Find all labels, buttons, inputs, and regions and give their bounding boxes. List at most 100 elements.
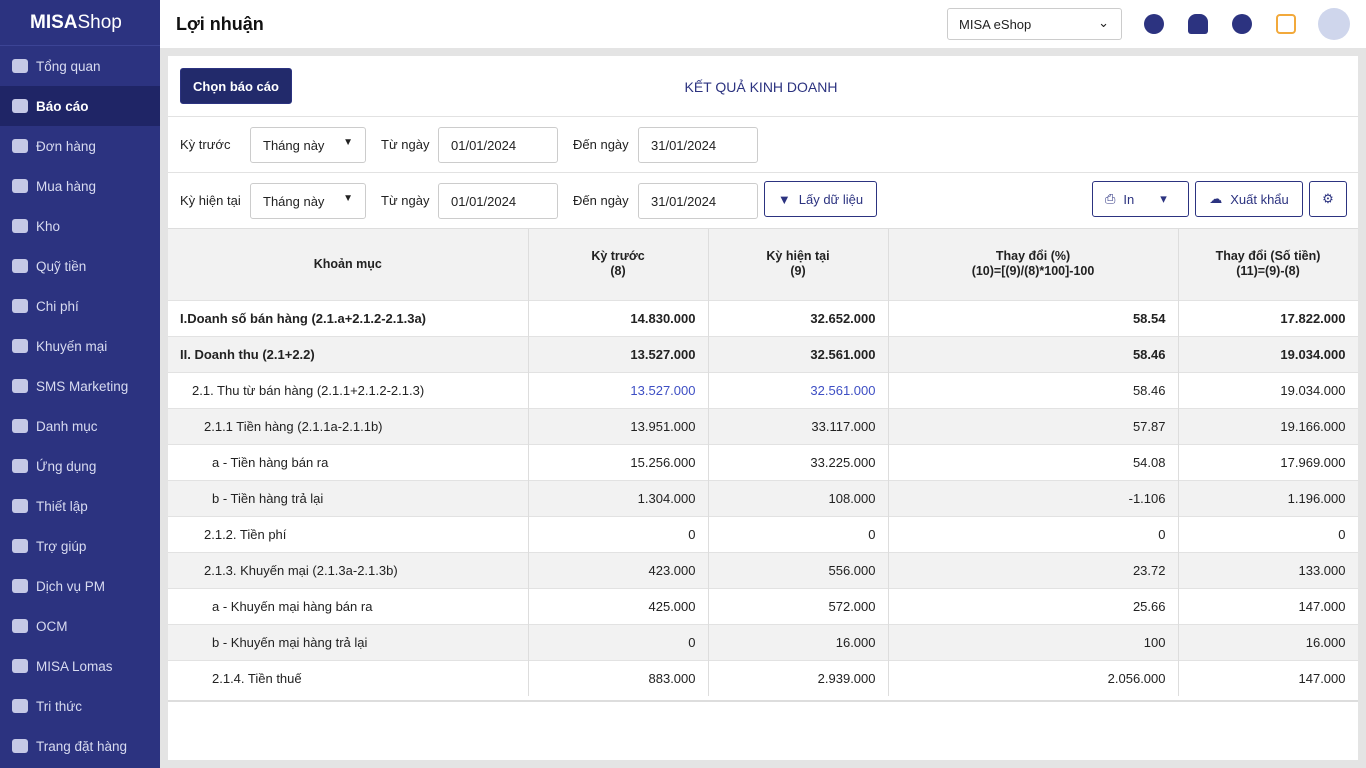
menu-icon	[12, 59, 28, 73]
cell: 19.034.000	[1178, 371, 1358, 408]
menu-label: SMS Marketing	[36, 378, 129, 394]
menu-label: Thiết lập	[36, 498, 88, 514]
header-text: Kỳ hiện tại	[766, 249, 830, 264]
menu-item[interactable]: Chi phí	[0, 286, 160, 326]
column-header: Thay đổi (%) (10)=[(9)/(8)*100]-100	[888, 229, 1179, 300]
period-select[interactable]: Tháng này ▼	[250, 183, 366, 219]
cell[interactable]: 13.527.000	[528, 371, 709, 408]
gift-icon[interactable]	[1276, 14, 1296, 34]
from-date[interactable]: 01/01/2024	[438, 127, 558, 163]
menu-item[interactable]: Quỹ tiền	[0, 246, 160, 286]
messenger-icon[interactable]	[1144, 14, 1164, 34]
cell: 58.54	[888, 299, 1179, 336]
period-select[interactable]: Tháng này ▼	[250, 127, 366, 163]
cell: 423.000	[528, 551, 709, 588]
row-label: a - Khuyến mại hàng bán ra	[168, 587, 529, 624]
menu-icon	[12, 659, 28, 673]
menu-item[interactable]: Khuyến mại	[0, 326, 160, 366]
chevron: ▼	[343, 137, 353, 148]
cell[interactable]: 32.561.000	[708, 371, 889, 408]
menu-item[interactable]: Đơn hàng	[0, 126, 160, 166]
cell: 19.166.000	[1178, 407, 1358, 444]
table-row: 2.1.4. Tiền thuế 883.000 2.939.000 2.056.00…	[168, 659, 1358, 696]
menu-item[interactable]: Trang đặt hàng	[0, 726, 160, 766]
table-row: 2.1.2. Tiền phí 0 0 0 0	[168, 515, 1358, 552]
menu-item[interactable]: Trợ giúp	[0, 526, 160, 566]
settings-button[interactable]: ⚙	[1309, 181, 1347, 217]
menu-item[interactable]: MISA Lomas	[0, 646, 160, 686]
menu-label: Báo cáo	[36, 98, 89, 114]
gear-icon: ⚙	[1322, 191, 1334, 206]
period-value: Tháng này	[263, 138, 325, 153]
menu-item[interactable]: SMS Marketing	[0, 366, 160, 406]
logo-product: Shop	[77, 11, 122, 33]
menu-item[interactable]: Ứng dụng	[0, 446, 160, 486]
menu-item[interactable]: Dịch vụ PM	[0, 566, 160, 606]
cell: 33.225.000	[708, 443, 889, 480]
menu-item[interactable]: Kho	[0, 206, 160, 246]
menu-item[interactable]: OCM	[0, 606, 160, 646]
from-label: Từ ngày	[381, 193, 430, 208]
header-text: Khoản mục	[313, 256, 382, 271]
filter-icon: ▼	[777, 191, 791, 207]
cell: 2.056.000	[888, 659, 1179, 696]
logo[interactable]: MISA Shop	[0, 0, 160, 46]
menu-item[interactable]: Thiết lập	[0, 486, 160, 526]
chevron: ▾	[1160, 191, 1167, 206]
row-label: b - Khuyến mại hàng trả lại	[168, 623, 529, 660]
table-row: 2.1. Thu từ bán hàng (2.1.1+2.1.2-2.1.3)…	[168, 371, 1358, 408]
row-label: 2.1.1 Tiền hàng (2.1.1a-2.1.1b)	[168, 407, 529, 444]
cell: 0	[528, 623, 709, 660]
cell: 14.830.000	[528, 299, 709, 336]
menu-icon	[12, 139, 28, 153]
menu-label: Đơn hàng	[36, 138, 96, 154]
choose-report-button[interactable]: Chọn báo cáo	[180, 68, 292, 104]
cell: 2.939.000	[708, 659, 889, 696]
avatar[interactable]	[1318, 8, 1350, 40]
menu-item[interactable]: Tổng quan	[0, 46, 160, 86]
to-date[interactable]: 31/01/2024	[638, 183, 758, 219]
cell: 100	[888, 623, 1179, 660]
cell: -1.106	[888, 479, 1179, 516]
menu-item[interactable]: Mua hàng	[0, 166, 160, 206]
header-text: (8)	[610, 264, 626, 279]
page-title: Lợi nhuận	[176, 13, 264, 34]
menu-label: Dịch vụ PM	[36, 578, 106, 594]
cell: 147.000	[1178, 659, 1358, 696]
cell: 33.117.000	[708, 407, 889, 444]
shop-select[interactable]: MISA eShop ⌄	[947, 8, 1122, 40]
row-label: a - Tiền hàng bán ra	[168, 443, 529, 480]
print-icon: ⎙	[1105, 191, 1116, 206]
notification-icon[interactable]	[1188, 14, 1208, 34]
menu-icon	[12, 339, 28, 353]
header-text: (11)=(9)-(8)	[1236, 264, 1300, 279]
fetch-button[interactable]: ▼ Lấy dữ liệu	[764, 181, 877, 217]
cell: 13.527.000	[528, 335, 709, 372]
sidebar: MISA Shop Tổng quan Báo cáo Đơn hàng Mua hàn…	[0, 0, 160, 768]
header: Lợi nhuận MISA eShop ⌄	[160, 0, 1366, 48]
from-date[interactable]: 01/01/2024	[438, 183, 558, 219]
menu-item[interactable]: Báo cáo	[0, 86, 160, 126]
table-row: b - Khuyến mại hàng trả lại 0 16.000 100 16.…	[168, 623, 1358, 660]
cell: 58.46	[888, 371, 1179, 408]
filter-label: Kỳ trước	[180, 137, 231, 152]
menu-label: Chi phí	[36, 298, 79, 314]
menu-label: Kho	[36, 218, 61, 234]
period-value: Tháng này	[263, 194, 325, 209]
chevron: ⌄	[1098, 15, 1109, 30]
table-container: Khoản mục Kỳ trước (8) Kỳ hiện tại (9) Thay đ…	[168, 228, 1358, 702]
cell: 17.969.000	[1178, 443, 1358, 480]
menu-item[interactable]: Tri thức	[0, 686, 160, 726]
menu-item[interactable]: Danh mục	[0, 406, 160, 446]
menu-icon	[12, 699, 28, 713]
cell: 57.87	[888, 407, 1179, 444]
help-icon[interactable]	[1232, 14, 1252, 34]
row-label: 2.1. Thu từ bán hàng (2.1.1+2.1.2-2.1.3)	[168, 371, 529, 408]
menu-icon	[12, 419, 28, 433]
to-date[interactable]: 31/01/2024	[638, 127, 758, 163]
export-button[interactable]: ☁ Xuất khẩu	[1195, 181, 1303, 217]
cell: 425.000	[528, 587, 709, 624]
table-row: II. Doanh thu (2.1+2.2) 13.527.000 32.561.…	[168, 335, 1358, 372]
menu-label: Khuyến mại	[36, 338, 108, 354]
print-button[interactable]: ⎙ In ▾	[1092, 181, 1189, 217]
